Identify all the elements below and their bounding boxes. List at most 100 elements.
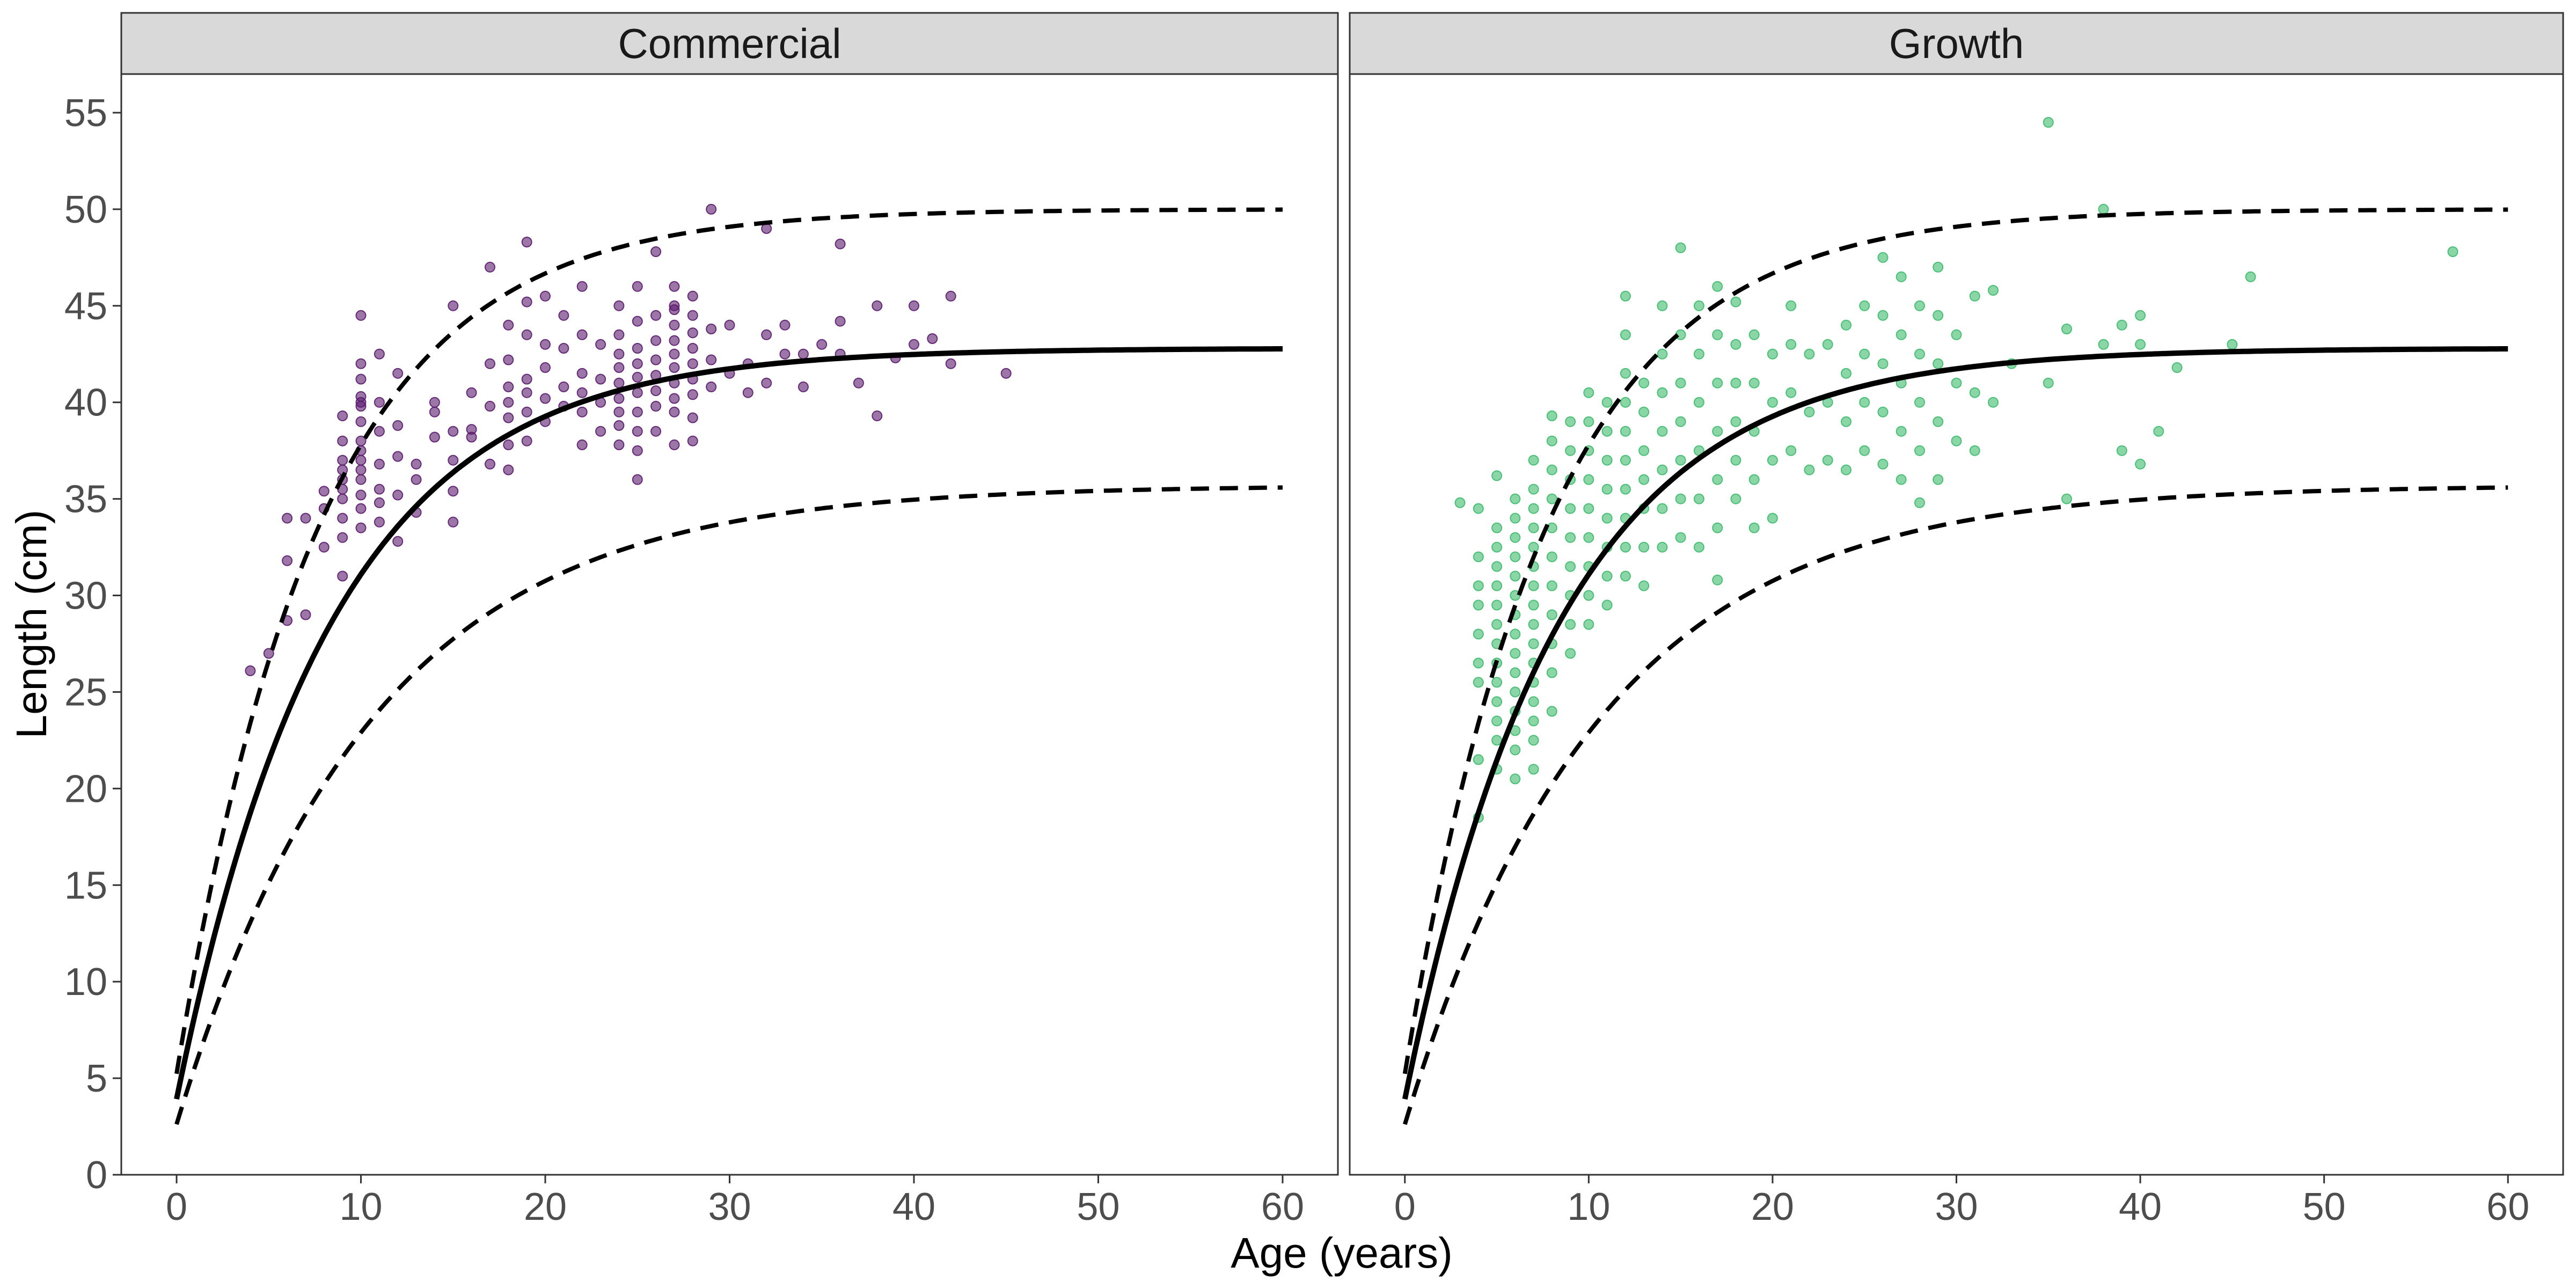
- data-point: [1896, 474, 1907, 485]
- data-point: [1528, 715, 1539, 727]
- data-point: [448, 426, 459, 437]
- data-point: [595, 374, 606, 385]
- data-point: [1620, 329, 1631, 340]
- data-point: [2061, 324, 2072, 334]
- data-point: [1804, 406, 1815, 418]
- data-point: [448, 516, 459, 528]
- data-point: [595, 339, 606, 350]
- data-point: [613, 348, 625, 360]
- panel-commercial: Commercial 0 10 20 30 40 50 60: [120, 12, 1339, 1228]
- data-point: [1510, 773, 1521, 785]
- data-point: [503, 381, 514, 392]
- data-point: [1657, 464, 1668, 475]
- data-point: [337, 570, 348, 582]
- data-point: [1510, 570, 1521, 582]
- data-point: [632, 371, 643, 383]
- data-point: [1528, 619, 1539, 630]
- data-point: [245, 665, 256, 676]
- data-point: [687, 290, 698, 302]
- data-point: [1969, 290, 1980, 302]
- data-point: [355, 464, 367, 475]
- data-point: [282, 513, 293, 524]
- data-point: [1657, 503, 1668, 514]
- data-point: [687, 435, 698, 447]
- data-point: [1877, 458, 1889, 470]
- x-tick-label: 50: [2303, 1185, 2346, 1228]
- data-point: [1601, 599, 1613, 611]
- x-tick-label: 30: [708, 1185, 751, 1228]
- data-point: [2135, 458, 2146, 470]
- data-point: [1914, 445, 1925, 456]
- data-point: [1951, 435, 1962, 447]
- data-point: [687, 389, 698, 400]
- data-point: [1748, 522, 1760, 533]
- data-point: [485, 458, 495, 470]
- data-point: [1565, 648, 1576, 659]
- data-point: [1859, 397, 1870, 408]
- data-point: [1510, 551, 1521, 562]
- data-point: [2061, 493, 2072, 504]
- strip-growth: [1349, 12, 2564, 75]
- data-point: [1546, 706, 1557, 717]
- x-tick-label: 10: [339, 1185, 382, 1228]
- data-point: [576, 406, 588, 418]
- data-point: [448, 455, 459, 466]
- data-point: [909, 300, 919, 311]
- data-point: [797, 348, 809, 360]
- data-point: [355, 374, 367, 385]
- data-point: [1693, 300, 1704, 311]
- data-point: [1528, 735, 1539, 746]
- data-point: [2171, 362, 2183, 373]
- data-point: [1933, 474, 1944, 485]
- data-point: [1785, 300, 1797, 311]
- y-tick-label: 55: [64, 92, 107, 135]
- data-point: [595, 426, 606, 437]
- data-point: [1804, 464, 1815, 475]
- data-point: [1693, 397, 1704, 408]
- y-axis-title: Length (cm): [8, 510, 55, 739]
- data-point: [1859, 445, 1870, 456]
- data-point: [742, 387, 753, 398]
- data-point: [835, 316, 846, 327]
- data-point: [1601, 455, 1613, 466]
- points-commercial: [245, 203, 1012, 676]
- y-tick-label: 10: [64, 961, 107, 1004]
- data-point: [374, 348, 385, 360]
- data-point: [355, 503, 367, 514]
- data-point: [540, 339, 551, 350]
- y-tick-label: 0: [86, 1154, 107, 1197]
- data-point: [613, 439, 625, 450]
- data-point: [1528, 696, 1539, 707]
- data-point: [1583, 619, 1594, 630]
- data-point: [613, 377, 625, 389]
- data-point: [687, 327, 698, 339]
- data-point: [1712, 426, 1723, 437]
- data-point: [392, 451, 404, 462]
- data-point: [1657, 541, 1668, 553]
- data-point: [909, 339, 919, 350]
- data-point: [337, 435, 348, 447]
- data-point: [1491, 696, 1503, 707]
- data-point: [1491, 715, 1503, 727]
- data-point: [503, 397, 514, 408]
- data-point: [1712, 377, 1723, 389]
- growth-fit-curve: [174, 346, 1283, 1100]
- data-point: [1748, 329, 1760, 340]
- data-point: [669, 406, 680, 418]
- data-point: [2447, 246, 2458, 257]
- data-point: [632, 474, 643, 485]
- data-point: [669, 362, 680, 373]
- data-point: [632, 316, 643, 327]
- data-point: [1988, 397, 1999, 408]
- data-point: [669, 393, 680, 404]
- x-tick-label: 60: [2486, 1185, 2529, 1228]
- data-point: [1565, 619, 1576, 630]
- data-point: [337, 493, 348, 504]
- data-point: [521, 237, 532, 247]
- data-point: [613, 300, 625, 311]
- data-point: [355, 358, 367, 369]
- data-point: [1822, 339, 1833, 350]
- data-point: [1785, 387, 1797, 398]
- data-point: [1601, 513, 1613, 524]
- data-point: [945, 290, 956, 302]
